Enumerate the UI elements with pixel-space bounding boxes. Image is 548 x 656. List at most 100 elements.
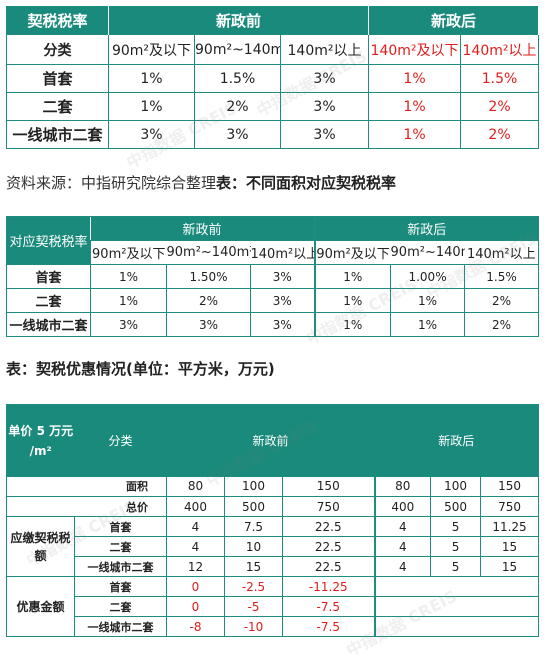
table-row: 首套 1% 1.5% 3% 1% 1.5% [6,64,540,93]
table1-corner-header: 契税税率 [6,6,109,35]
table2-col-header: 90m²~140m² [166,240,251,265]
table1-category-label: 分类 [6,34,109,65]
table-cell: 2% [464,312,539,337]
table-row: 总价 400 500 750 400 500 750 [6,496,539,517]
table-cell: 1.5% [194,64,281,93]
table-cell: 15 [224,556,283,577]
table-row: 一线城市二套 3% 3% 3% 1% 2% [6,120,540,149]
table2-corner-header: 对应契税税率 [6,216,91,265]
table-row: 首套 1% 1.50% 3% 1% 1.00% 1.5% [6,264,539,289]
table2-header-before: 新政前 [90,216,315,241]
table-cell: -10 [224,616,283,637]
table-cell: 400 [373,496,431,517]
table1-col-header: 90m²~140m² [194,34,281,65]
table-cell: 3% [249,288,315,313]
table-cell: 0 [166,576,225,597]
table-cell: 22.5 [281,516,375,537]
table-cell: 100 [224,476,283,497]
table-cell: -7.5 [281,616,375,637]
row-label: 面积 [6,476,167,497]
row-label: 首套 [74,516,167,537]
table-cell: 1% [90,264,167,289]
tax-rate-table-1: 契税税率 新政前 新政后 分类 90m²及以下 90m²~140m² 140m²… [6,6,540,149]
table-cell: -5 [224,596,283,617]
table-cell: 4 [373,536,431,557]
table-cell: 1.50% [166,264,251,289]
empty-cell [373,596,539,617]
table-row: 二套 4 10 22.5 4 5 15 [7,536,539,557]
table-cell: 1.00% [390,264,465,289]
table-cell: 1% [313,264,391,289]
table-cell: -8 [166,616,225,637]
table-row: 二套 1% 2% 3% 1% 2% [6,92,540,121]
table-cell: 2% [166,288,251,313]
table1-header-before: 新政前 [108,6,370,35]
table-row: 一线城市二套 3% 3% 3% 1% 1% 2% [6,312,539,337]
table-cell: 2% [194,92,281,121]
table1-col-header: 90m²及以下 [108,34,195,65]
tax-rate-table-2: 对应契税税率 新政前 新政后 90m²及以下 90m²~140m² 140m²以… [6,216,540,337]
table2-col-header: 90m²~140m² [390,240,465,265]
row-label: 一线城市二套 [6,312,91,337]
table-cell: 3% [279,120,370,149]
table-title: 表：契税优惠情况(单位：平方米，万元) [6,360,275,378]
table-cell: 1.5% [460,64,540,93]
table-cell: 0 [166,596,225,617]
table-cell: 150 [480,476,539,497]
row-label: 二套 [74,596,167,617]
row-label: 二套 [6,288,91,313]
table-cell: 3% [279,92,370,121]
row-label: 二套 [6,92,109,121]
table-cell: 2% [460,92,540,121]
source-caption: 资料来源：中指研究院综合整理表：不同面积对应契税税率 [6,172,396,193]
table-cell: -7.5 [281,596,375,617]
row-label: 一线城市二套 [74,556,167,577]
table2-header-after: 新政后 [313,216,539,241]
table2-col-header: 90m²及以下 [90,240,167,265]
table-row: 一线城市二套 -8 -10 -7.5 [7,616,539,637]
table-cell: 1% [390,288,465,313]
table-cell: 11.25 [480,516,539,537]
table-cell: -2.5 [224,576,283,597]
source-text: 资料来源：中指研究院综合整理 [6,174,217,192]
table-cell: 15 [480,556,539,577]
table-cell: 15 [480,536,539,557]
empty-cell [373,616,539,637]
table-cell: 7.5 [224,516,283,537]
table-row: 二套 0 -5 -7.5 [7,596,539,617]
table-row: 应缴契税税额 首套 4 7.5 22.5 4 5 11.25 [6,516,539,577]
table-cell: 1% [390,312,465,337]
table3-header-after: 新政后 [374,404,539,477]
table-cell: 1% [368,64,462,93]
table-cell: 750 [281,496,375,517]
table-cell: 22.5 [281,556,375,577]
table-cell: 1% [313,288,391,313]
table-cell: 750 [480,496,539,517]
table1-col-header: 140m²及以下 [368,34,462,65]
table-cell: -11.25 [281,576,375,597]
table3-category-header: 分类 [74,404,167,477]
row-label: 二套 [74,536,167,557]
table-cell: 1% [368,120,462,149]
table3-corner-header: 单价 5 万元 /m² [6,404,75,477]
table2-col-header: 140m²以上 [464,240,539,265]
row-label: 一线城市二套 [74,616,167,637]
table-cell: 2% [464,288,539,313]
empty-cell [373,576,539,597]
table-row: 二套 1% 2% 3% 1% 1% 2% [6,288,539,313]
table-cell: 3% [279,64,370,93]
table-cell: 3% [249,312,315,337]
table-cell: 4 [373,556,431,577]
table-cell: 500 [430,496,481,517]
table-row: 一线城市二套 12 15 22.5 4 5 15 [7,556,539,577]
group-label: 应缴契税税额 [6,516,75,577]
row-label: 首套 [6,64,109,93]
table-row: 优惠金额 首套 0 -2.5 -11.25 [6,576,539,637]
tax-saving-table: 单价 5 万元 /m² 分类 新政前 新政后 面积 80 100 150 80 … [6,404,540,637]
table-title: 表：不同面积对应契税税率 [216,174,397,192]
table2-col-header: 140m²以上 [250,240,315,265]
row-label: 首套 [6,264,91,289]
table-cell: 2% [460,120,540,149]
table-cell: 5 [430,536,481,557]
table-cell: 5 [430,556,481,577]
